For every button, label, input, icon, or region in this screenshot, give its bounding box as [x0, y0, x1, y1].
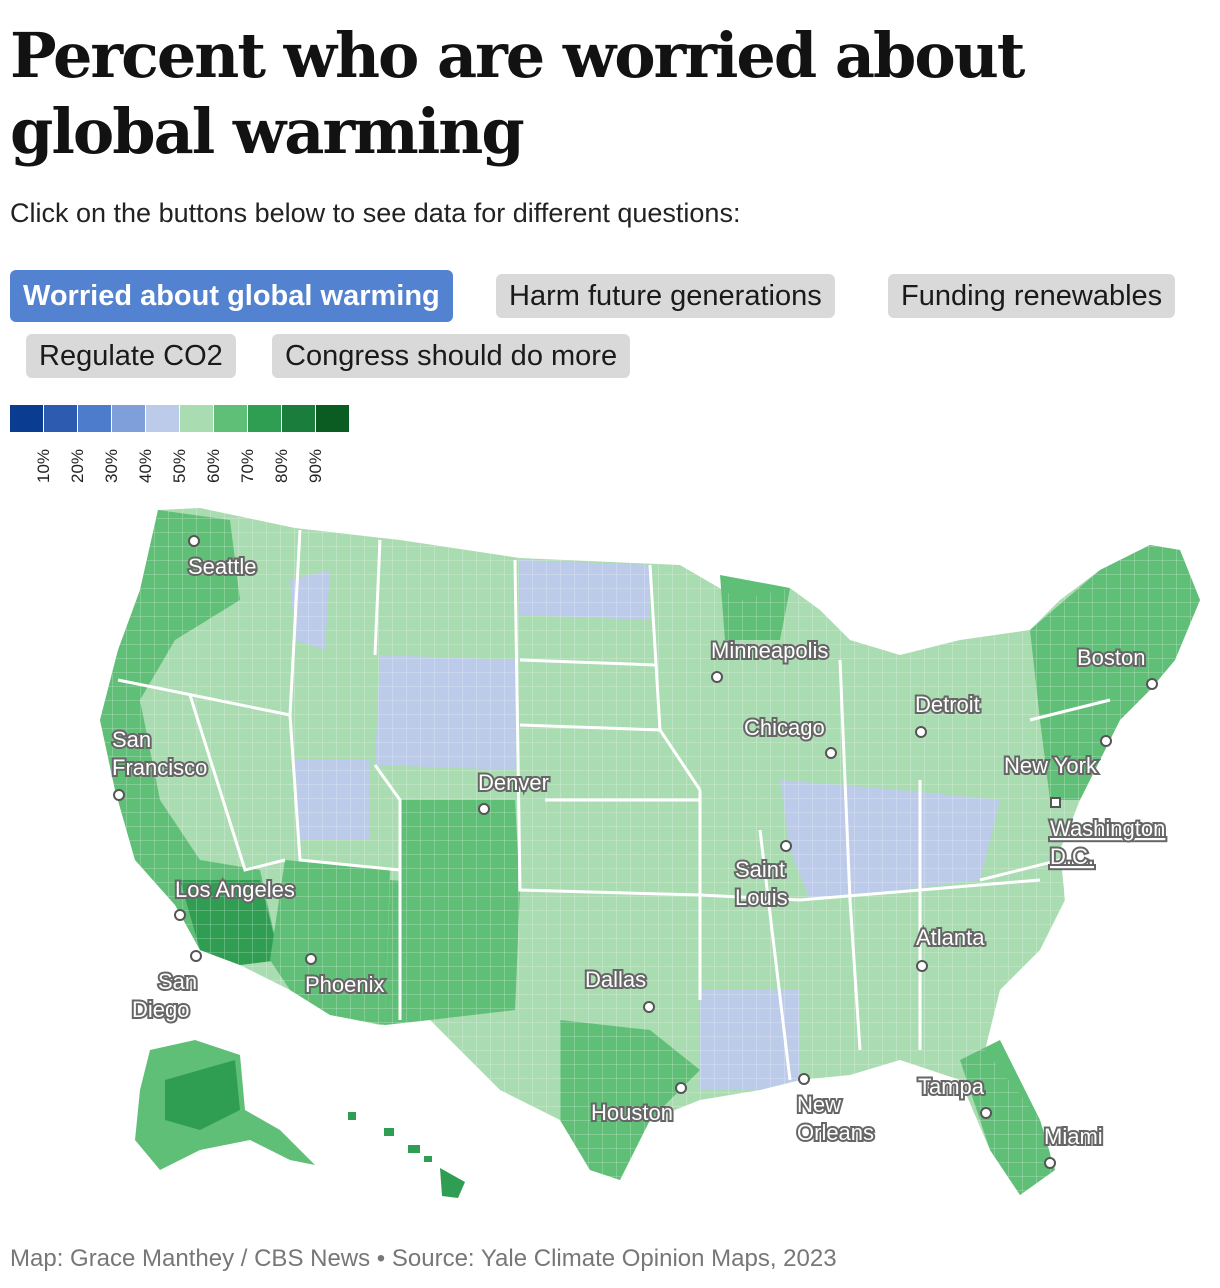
- city-minneapolis: Minneapolis: [711, 638, 828, 663]
- legend-tick: 80%: [272, 448, 291, 483]
- legend-swatch: [282, 405, 315, 432]
- legend-swatch: [248, 405, 281, 432]
- legend-tick: 60%: [204, 448, 223, 483]
- legend-tick: 50%: [170, 448, 189, 483]
- legend-swatch: [316, 405, 349, 432]
- city-new-orleans-line1: New: [797, 1092, 841, 1117]
- legend-tick: 30%: [102, 448, 121, 483]
- city-new-york: New York: [1004, 753, 1098, 778]
- city-san-francisco-line2: Francisco: [112, 755, 207, 780]
- congress-should-do-more-button[interactable]: Congress should do more: [272, 334, 631, 378]
- city-tampa: Tampa: [918, 1074, 985, 1099]
- city-san-francisco-line1: San: [112, 727, 151, 752]
- legend-tick: 40%: [136, 448, 155, 483]
- city-phoenix: Phoenix: [305, 972, 385, 997]
- legend-swatch: [180, 405, 213, 432]
- county-grid: [100, 508, 1200, 1195]
- city-dallas: Dallas: [585, 967, 646, 992]
- city-los-angeles: Los Angeles: [175, 877, 295, 902]
- city-washington-line1: Washington: [1050, 816, 1165, 841]
- city-boston: Boston: [1077, 645, 1146, 670]
- city-saint-louis-line1: Saint: [735, 857, 785, 882]
- city-seattle: Seattle: [188, 554, 257, 579]
- city-saint-louis-line2: Louis: [735, 885, 788, 910]
- legend-tick: 10%: [34, 448, 53, 483]
- legend-tick: 70%: [238, 448, 257, 483]
- legend-tick: 20%: [68, 448, 87, 483]
- city-denver: Denver: [478, 770, 549, 795]
- city-washington-line2: D.C.: [1050, 844, 1094, 869]
- page-title: Percent who are worried about global war…: [10, 19, 1025, 168]
- city-new-orleans-line2: Orleans: [797, 1120, 874, 1145]
- us-county-map[interactable]: Seattle San Francisco Los Angeles San Di…: [95, 500, 1205, 1220]
- city-san-diego-line2: Diego: [132, 997, 189, 1022]
- legend-tick: 90%: [306, 448, 325, 483]
- regulate-co2-button[interactable]: Regulate CO2: [26, 334, 236, 378]
- state-borders: [117, 529, 1111, 1081]
- harm-future-generations-button[interactable]: Harm future generations: [496, 274, 835, 318]
- city-houston: Houston: [591, 1100, 673, 1125]
- source-credit: Map: Grace Manthey / CBS News • Source: …: [10, 1245, 837, 1272]
- city-miami: Miami: [1044, 1124, 1103, 1149]
- alaska-interior: [165, 1060, 240, 1130]
- legend-swatch: [10, 405, 43, 432]
- city-san-diego-line1: San: [158, 969, 197, 994]
- legend-swatch: [44, 405, 77, 432]
- city-markers: Seattle San Francisco Los Angeles San Di…: [110, 535, 1167, 1169]
- instructions-text: Click on the buttons below to see data f…: [10, 198, 741, 228]
- legend-swatch: [146, 405, 179, 432]
- legend-swatch: [214, 405, 247, 432]
- legend-swatch: [78, 405, 111, 432]
- city-chicago: Chicago: [744, 715, 825, 740]
- legend-swatch: [112, 405, 145, 432]
- hawaii: [348, 1112, 465, 1198]
- worried-button[interactable]: Worried about global warming: [10, 270, 453, 322]
- funding-renewables-button[interactable]: Funding renewables: [888, 274, 1176, 318]
- city-detroit: Detroit: [915, 692, 980, 717]
- city-atlanta: Atlanta: [916, 925, 985, 950]
